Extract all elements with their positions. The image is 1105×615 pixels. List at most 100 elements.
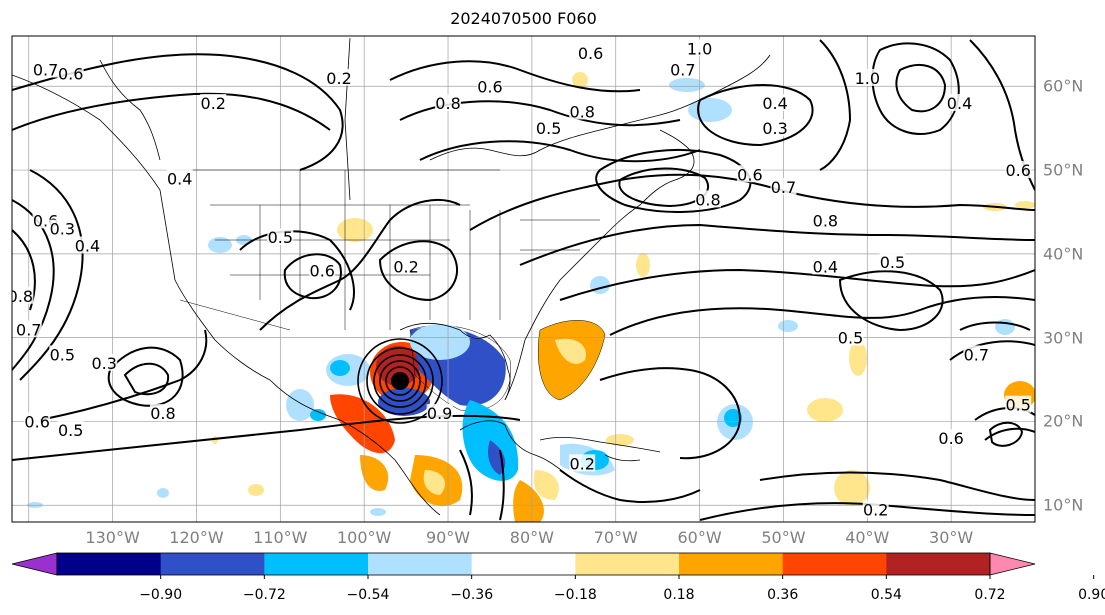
contour-label: 0.2 — [393, 257, 418, 276]
contour-label: 0.6 — [24, 412, 49, 431]
contour-label-bg — [435, 94, 462, 112]
contour-label: 0.8 — [150, 404, 175, 423]
map-gridlines — [12, 36, 1035, 522]
contour-label-bg — [1005, 161, 1032, 179]
contour-label-bg — [736, 165, 763, 183]
contour-label-bg — [577, 43, 604, 61]
contour-label: 0.6 — [1006, 161, 1031, 180]
colorbar-tick-label: 0.18 — [663, 587, 695, 603]
colorbar-tick-label: 0.54 — [870, 587, 902, 603]
contour-label-bg — [879, 253, 906, 271]
contour-label: 0.7 — [771, 178, 796, 197]
map-title: 2024070500 F060 — [450, 9, 597, 28]
contour-label: 0.3 — [50, 220, 75, 239]
contour-label: 1.0 — [855, 69, 880, 88]
contour-label: 0.6 — [477, 77, 502, 96]
contour-label-bg — [166, 169, 193, 187]
contour-label-bg — [837, 328, 864, 346]
contour-label: 1.0 — [687, 40, 712, 59]
colorbar-segment — [471, 553, 576, 575]
longitude-label: 130°W — [85, 528, 140, 547]
contour-label-bg — [24, 412, 51, 430]
contour-label-bg — [762, 119, 789, 137]
contour-label-bg — [854, 68, 881, 86]
colorbar-segment — [679, 553, 784, 575]
contour-label-bg — [200, 94, 227, 112]
colorbar-segment — [782, 553, 887, 575]
contour-label-bg — [669, 60, 696, 78]
colorbar — [11, 552, 1095, 579]
contour-label-bg — [762, 94, 789, 112]
contour-label-bg — [49, 219, 76, 237]
contour-lines — [12, 39, 1035, 521]
contour-label-bg — [963, 345, 990, 363]
latitude-label: 10°N — [1043, 495, 1084, 515]
colorbar-tick-label: 0.90 — [1078, 587, 1105, 603]
longitude-label: 30°W — [929, 528, 974, 547]
colorbar-segment — [575, 553, 680, 575]
anomaly-shading — [27, 72, 1035, 522]
longitude-label: 90°W — [425, 528, 471, 547]
contour-label-bg — [476, 77, 503, 95]
latitude-label: 40°N — [1043, 244, 1084, 264]
colorbar-tick-label: −0.72 — [242, 587, 286, 603]
latitude-label: 30°N — [1043, 328, 1084, 348]
contour-label: 0.5 — [536, 119, 561, 138]
contour-label: 0.8 — [813, 211, 838, 230]
contour-label: 0.5 — [58, 421, 83, 440]
contour-label-bg — [686, 39, 713, 57]
colorbar-tick-label: 0.72 — [974, 587, 1006, 603]
longitude-label: 70°W — [593, 528, 638, 547]
colorbar-tick-label: 0.36 — [767, 587, 799, 603]
contour-label-bg — [426, 404, 453, 422]
contour-label-bg — [74, 236, 101, 254]
coastlines — [12, 37, 771, 516]
contour-label: 0.4 — [813, 257, 838, 276]
contour-label: 0.2 — [201, 94, 226, 113]
contour-label: 0.6 — [310, 262, 335, 281]
contour-label: 0.3 — [92, 354, 117, 373]
contour-label: 0.5 — [838, 329, 863, 348]
contour-label: 0.8 — [695, 190, 720, 209]
longitude-label: 110°W — [253, 528, 308, 547]
contour-label: 0.7 — [33, 61, 58, 80]
contour-label: 0.7 — [964, 345, 989, 364]
colorbar-tick-label: −0.18 — [553, 587, 597, 603]
contour-label-bg — [535, 119, 562, 137]
state-borders — [175, 169, 600, 331]
contour-label: 0.4 — [167, 169, 192, 188]
contour-label-bg — [569, 454, 596, 472]
map-border — [11, 35, 1036, 523]
colorbar-outline — [56, 552, 991, 576]
contour-label: 0.5 — [50, 345, 75, 364]
contour-label: 0.7 — [670, 61, 695, 80]
contour-label: 0.4 — [947, 94, 972, 113]
contour-label-bg — [569, 102, 596, 120]
contour-label: 0.4 — [762, 94, 787, 113]
contour-labels: 0.7 0.6 0.2 0.4 0.6 0.3 0.4 0.2 0.8 0.6 0.5 0.8 0.6 1… — [8, 39, 1032, 519]
contour-label-bg — [267, 228, 294, 246]
storm-center-marker — [391, 372, 409, 390]
contour-label: 0.6 — [737, 165, 762, 184]
colorbar-segment — [57, 553, 162, 575]
contour-label: 0.8 — [569, 102, 594, 121]
colorbar-extend-high — [989, 552, 1036, 576]
latitude-label: 20°N — [1043, 411, 1084, 431]
contour-label-bg — [309, 261, 336, 279]
contour-label: 0.9 — [427, 404, 452, 423]
contour-label: 0.6 — [578, 44, 603, 63]
contour-label-bg — [149, 404, 176, 422]
latitude-label: 60°N — [1043, 76, 1084, 96]
contour-label-bg — [812, 211, 839, 229]
contour-label-bg — [12, 286, 34, 304]
colorbar-tick-label: −0.36 — [450, 587, 494, 603]
contour-label-bg — [32, 60, 59, 78]
contour-label-bg — [15, 320, 42, 338]
contour-label: 0.8 — [8, 287, 33, 306]
colorbar-segment — [264, 553, 369, 575]
contour-label: 0.2 — [569, 454, 594, 473]
colorbar-tick-label: −0.54 — [346, 587, 390, 603]
contour-label: 0.2 — [326, 69, 351, 88]
contour-label-bg — [946, 94, 973, 112]
